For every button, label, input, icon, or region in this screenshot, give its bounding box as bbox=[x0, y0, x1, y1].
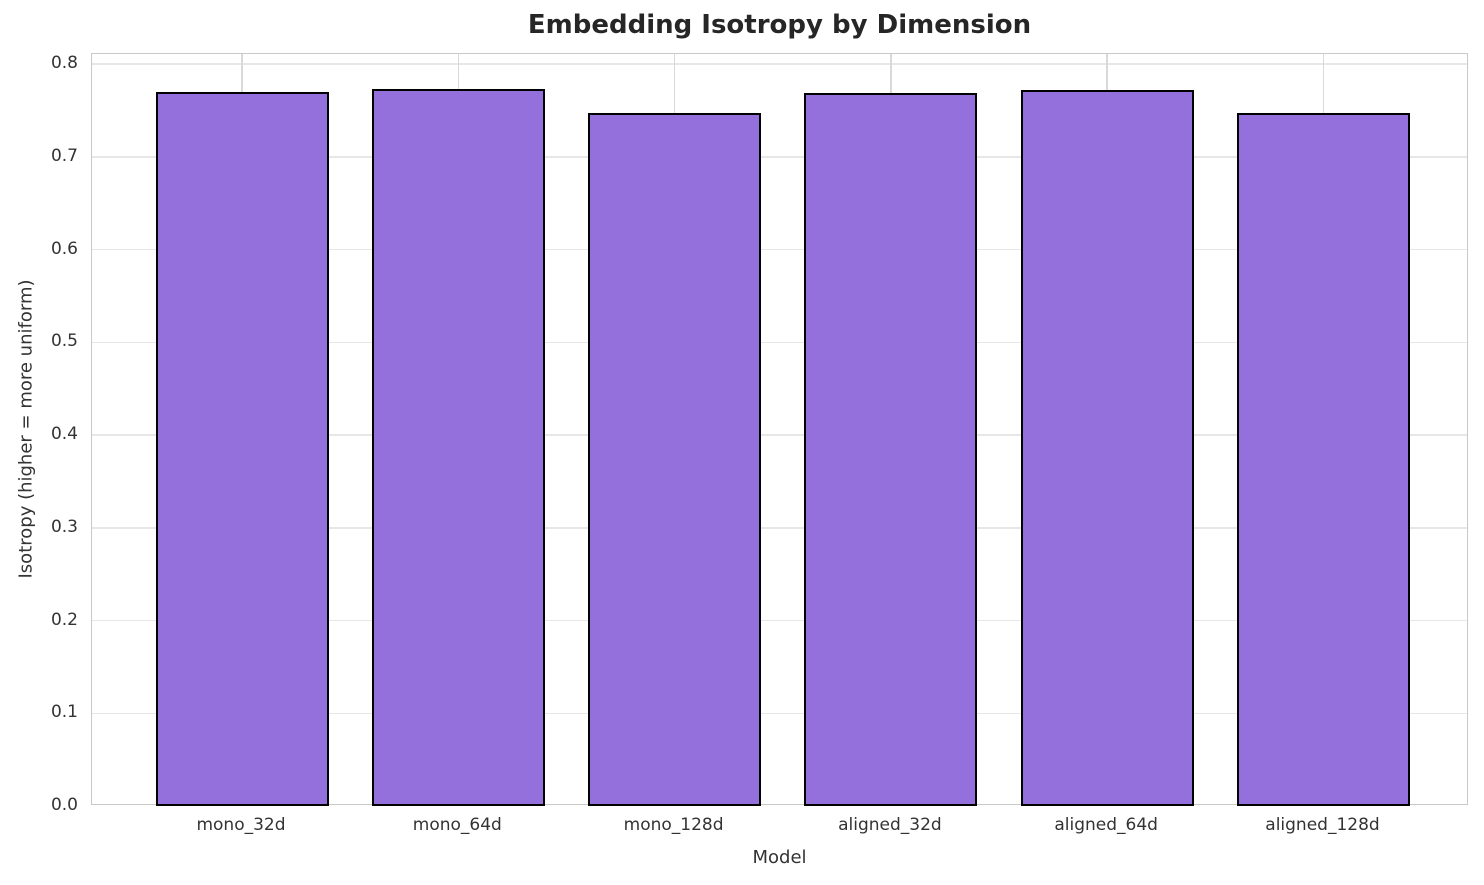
x-axis-label: Model bbox=[752, 847, 807, 868]
bar-aligned_128d bbox=[1237, 113, 1410, 806]
y-tick-label: 0.1 bbox=[50, 702, 78, 723]
y-tick-label: 0.4 bbox=[50, 424, 78, 445]
plot-area bbox=[91, 53, 1468, 806]
y-tick-label: 0.7 bbox=[50, 145, 78, 166]
h-gridline bbox=[92, 712, 1467, 715]
x-tick-label: aligned_64d bbox=[1054, 815, 1158, 835]
bar-mono_64d bbox=[371, 89, 545, 806]
h-gridline bbox=[92, 619, 1467, 622]
h-gridline bbox=[92, 156, 1467, 158]
x-tick-label: mono_128d bbox=[623, 815, 724, 835]
x-tick-label: aligned_32d bbox=[838, 815, 942, 835]
y-tick-label: 0.3 bbox=[50, 516, 78, 537]
x-tick-label: aligned_128d bbox=[1265, 815, 1380, 835]
h-gridline bbox=[92, 248, 1467, 251]
y-tick-label: 0.8 bbox=[50, 53, 78, 74]
y-tick-label: 0.5 bbox=[50, 331, 78, 352]
y-tick-label: 0.6 bbox=[50, 238, 78, 259]
bar-aligned_32d bbox=[804, 92, 978, 806]
bar-mono_128d bbox=[588, 113, 762, 806]
h-gridline bbox=[92, 341, 1467, 344]
y-tick-label: 0.0 bbox=[50, 795, 78, 815]
h-gridline bbox=[92, 63, 1467, 65]
h-gridline bbox=[92, 527, 1467, 529]
x-tick-label: mono_64d bbox=[412, 815, 502, 835]
bar-aligned_64d bbox=[1020, 90, 1194, 806]
chart-title: Embedding Isotropy by Dimension bbox=[527, 10, 1032, 40]
x-tick-label: mono_32d bbox=[196, 815, 286, 835]
bar-mono_32d bbox=[155, 92, 329, 806]
h-gridline bbox=[92, 434, 1467, 436]
y-tick-label: 0.2 bbox=[50, 609, 78, 630]
